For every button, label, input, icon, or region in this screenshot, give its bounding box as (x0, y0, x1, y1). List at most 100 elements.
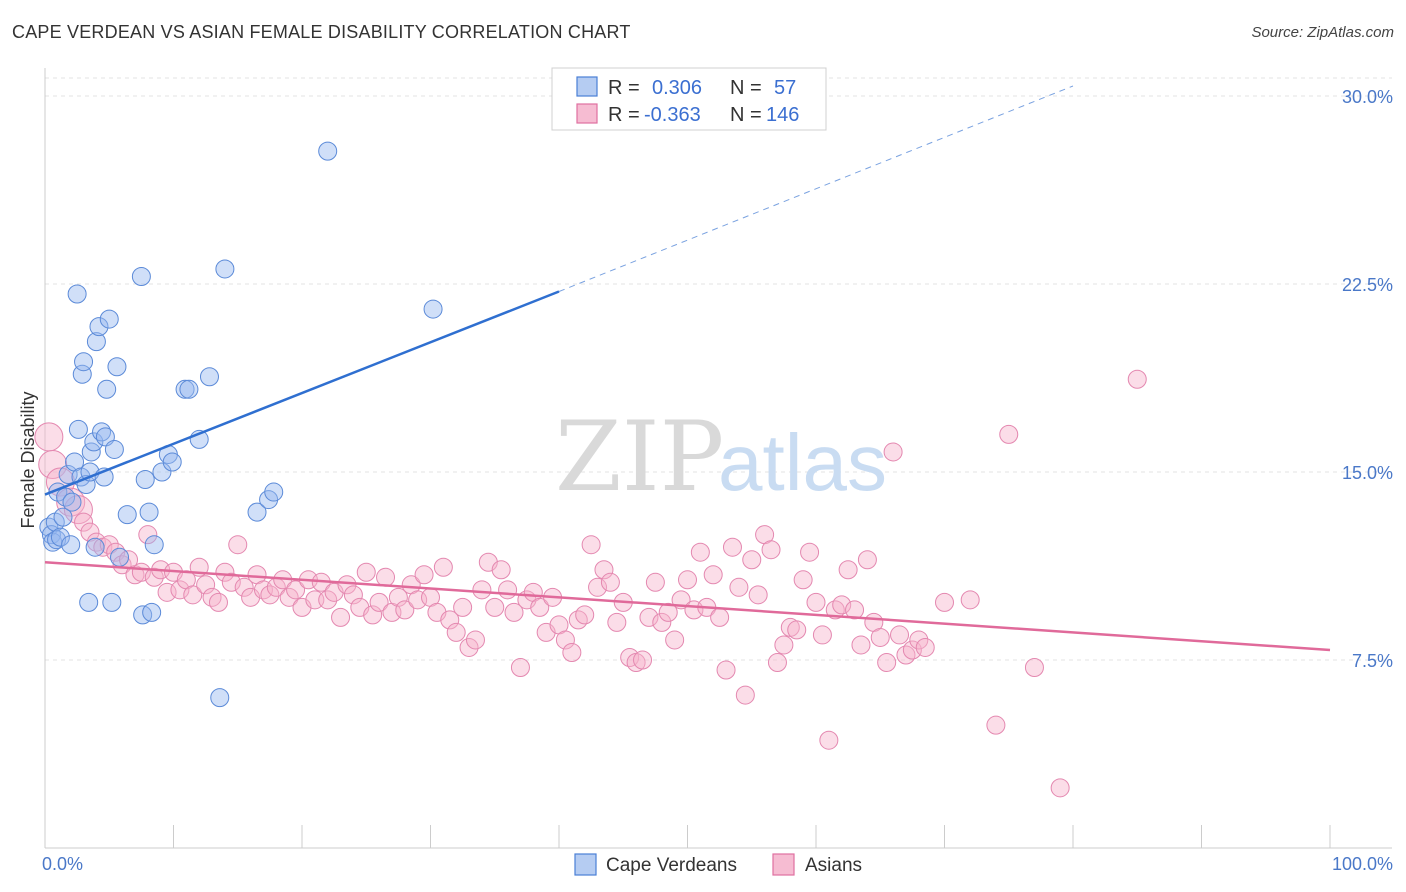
asian-point-97 (665, 630, 685, 650)
trend-layer (44, 85, 1331, 652)
asian-point-55 (395, 600, 415, 620)
asian-point-109 (742, 550, 762, 570)
asian-point-104 (710, 607, 730, 627)
asian-point-124 (838, 560, 858, 580)
cape-verdean-point-8 (56, 487, 76, 507)
cape-verdean-point-54 (318, 141, 338, 161)
asian-point-65 (459, 637, 479, 657)
cape-verdean-point-24 (86, 332, 106, 352)
asian-point-120 (812, 625, 832, 645)
asian-point-0 (34, 422, 64, 452)
asian-point-25 (202, 587, 222, 607)
asian-point-66 (465, 630, 485, 650)
asian-point-38 (286, 580, 306, 600)
legend-r-value-pink: -0.363 (644, 104, 701, 126)
chart-source: Source: ZipAtlas.com (1251, 24, 1394, 41)
asian-point-85 (588, 577, 608, 597)
cape-verdean-point-35 (117, 505, 137, 525)
asian-point-135 (909, 630, 929, 650)
asian-point-24 (196, 575, 216, 595)
asian-point-87 (600, 572, 620, 592)
asian-point-76 (530, 597, 550, 617)
asian-point-28 (221, 572, 241, 592)
asian-point-94 (645, 572, 665, 592)
asian-point-11 (112, 555, 132, 575)
cape-verdean-point-22 (84, 432, 104, 452)
y-tick-label-1: 15.0% (1342, 463, 1393, 483)
asian-point-127 (857, 550, 877, 570)
asian-point-88 (607, 612, 627, 632)
asian-point-99 (678, 570, 697, 590)
watermark: ZIP atlas (555, 401, 887, 513)
asian-point-62 (440, 610, 460, 630)
asian-point-9 (99, 535, 119, 555)
cape-verdean-point-17 (74, 352, 94, 372)
asian-point-140 (999, 424, 1019, 444)
chart-title: CAPE VERDEAN VS ASIAN FEMALE DISABILITY … (12, 22, 631, 42)
asian-point-16 (144, 567, 164, 587)
asian-point-27 (215, 562, 235, 582)
asian-point-137 (935, 592, 954, 612)
y-tick-label-0: 7.5% (1352, 651, 1393, 671)
asian-point-64 (453, 597, 473, 617)
asian-point-142 (1050, 778, 1070, 798)
asian-point-80 (555, 630, 575, 650)
cape-verdean-point-33 (107, 357, 127, 377)
asian-point-58 (414, 565, 434, 585)
asian-point-117 (793, 570, 813, 590)
asian-point-50 (363, 605, 383, 625)
legend-swatch-pink (576, 103, 598, 124)
asian-point-22 (183, 585, 203, 605)
watermark-atlas: atlas (718, 418, 887, 507)
legend-n-value-pink: 146 (766, 104, 799, 126)
asian-point-26 (208, 592, 228, 612)
asian-point-37 (279, 587, 299, 607)
legend-r-value-blue: 0.306 (652, 77, 702, 99)
bottom-legend-label-blue: Cape Verdeans (606, 855, 737, 876)
cape-verdean-point-11 (62, 492, 82, 512)
cape-verdean-point-48 (199, 367, 219, 387)
tick-labels: 7.5% 15.0% 22.5% 30.0% 0.0% 100.0% (42, 87, 1393, 874)
asian-point-51 (369, 592, 389, 612)
asian-point-105 (716, 660, 736, 680)
cape-verdean-point-46 (179, 379, 199, 399)
asian-point-30 (234, 577, 254, 597)
asian-point-93 (639, 607, 659, 627)
legend-n-value-blue: 57 (774, 77, 796, 99)
cape-verdean-point-23 (85, 537, 105, 557)
cape-verdean-point-29 (97, 379, 117, 399)
cape-verdean-point-55 (423, 299, 443, 319)
correlation-legend: R = 0.306 N = 57 R = -0.363 N = 146 (551, 67, 827, 131)
asian-point-118 (800, 542, 820, 562)
points-layer (34, 141, 1147, 798)
cape-verdean-point-34 (110, 547, 130, 567)
asian-point-45 (331, 607, 351, 627)
y-tick-label-3: 30.0% (1342, 87, 1393, 107)
legend-n-label-pink: N = (730, 104, 762, 126)
asian-point-54 (388, 587, 408, 607)
cape-verdean-point-42 (152, 462, 172, 482)
asian-point-133 (896, 645, 916, 665)
cape-verdean-point-7 (53, 507, 73, 527)
asian-point-15 (138, 525, 158, 545)
asian-point-29 (228, 535, 248, 555)
asian-point-143 (1127, 369, 1147, 389)
asian-point-52 (376, 567, 396, 587)
asian-point-114 (774, 635, 794, 655)
cape-verdean-point-13 (67, 284, 87, 304)
cape-verdean-point-50 (215, 259, 235, 279)
asian-point-72 (504, 602, 524, 622)
asian-point-113 (767, 653, 787, 673)
asian-point-119 (806, 592, 826, 612)
asian-point-138 (960, 590, 980, 610)
asian-point-5 (74, 512, 94, 532)
cape-verdean-point-19 (79, 592, 99, 612)
cape-verdean-trend-extension (558, 85, 1074, 292)
x-tick-label-1: 100.0% (1332, 854, 1393, 874)
cape-verdean-point-40 (142, 602, 162, 622)
asian-point-139 (986, 715, 1006, 735)
cape-verdean-point-53 (264, 482, 284, 502)
cape-verdean-point-39 (139, 502, 159, 522)
cape-verdean-point-38 (135, 470, 155, 490)
series-legend: Cape Verdeans Asians (574, 853, 862, 876)
